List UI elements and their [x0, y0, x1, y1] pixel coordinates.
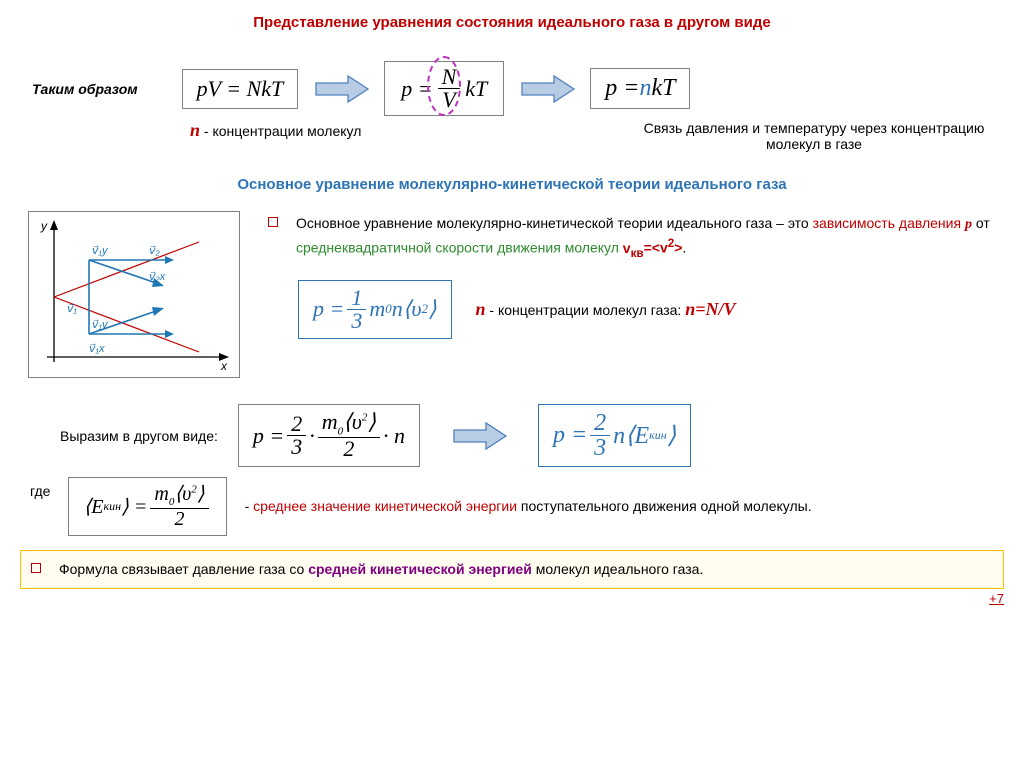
link-pressure-temp: Связь давления и температуру через конце…	[634, 120, 994, 152]
n-sym2: n	[476, 299, 486, 319]
ekin-descr: - среднее значение кинетической энергии …	[245, 496, 812, 517]
eq2-den: V	[438, 89, 459, 111]
svg-text:v⃗₁y: v⃗₁y	[92, 319, 109, 331]
equation-ekin-def: ⟨Eкин⟩ = m0⟨υ2⟩2	[68, 477, 226, 536]
express-label: Выразим в другом виде:	[60, 428, 218, 444]
equation-p-23-detailed: p = 23 · m0⟨υ2⟩2 · n	[238, 404, 420, 467]
t5: среднеквадратичной скорости движения мол…	[296, 240, 623, 256]
equation-pv-nkt: pV = NkT	[182, 69, 299, 109]
section-mkt-title: Основное уравнение молекулярно-кинетичес…	[20, 176, 1004, 193]
page-footer: +7	[20, 591, 1004, 606]
arrow-icon	[450, 419, 508, 453]
b3: молекул идеального газа.	[532, 561, 704, 577]
svg-text:v⃗₁y: v⃗₁y	[92, 245, 109, 257]
arrow-icon	[312, 72, 370, 106]
svg-text:v⃗₁x: v⃗₁x	[89, 343, 105, 355]
eq1-text: pV = NkT	[197, 76, 284, 102]
equation-p-23-ekin: p = 23 n⟨Eкин⟩	[538, 404, 691, 467]
b2: средней кинетической энергией	[308, 561, 532, 577]
eq2-left: p =	[401, 76, 432, 102]
eq2-num: N	[438, 66, 461, 89]
bullet-text: Основное уравнение молекулярно-кинетичес…	[296, 213, 1004, 262]
ek3: поступательного движения одной молекулы.	[517, 498, 812, 514]
svg-text:x: x	[220, 359, 228, 373]
arrow-icon	[518, 72, 576, 106]
t6: кв	[631, 246, 644, 259]
bullet-icon	[268, 217, 278, 227]
equation-p-nv-kt: p = N V kT	[384, 61, 504, 116]
bullet-definition: Основное уравнение молекулярно-кинетичес…	[268, 213, 1004, 262]
n-eq-nv: n=N/V	[685, 299, 735, 319]
svg-text:v⃗₂x: v⃗₂x	[149, 271, 166, 283]
velocity-vector-diagram: y x v⃗₁y v⃗₂ v⃗₂x v⃗₁ v⃗₁y v⃗₁x	[28, 211, 240, 378]
t2: зависимость давления	[813, 215, 965, 231]
gde-label: где	[30, 483, 50, 499]
takim-label: Таким образом	[32, 81, 138, 97]
n-text: - концентрации молекул	[200, 123, 361, 139]
page-title: Представление уравнения состояния идеаль…	[20, 14, 1004, 31]
n-gas-text: - концентрации молекул газа:	[486, 302, 686, 318]
bullet-icon	[31, 563, 41, 573]
n-symbol: n	[190, 120, 200, 140]
svg-text:y: y	[40, 219, 48, 233]
t1: Основное уравнение молекулярно-кинетичес…	[296, 215, 813, 231]
b1: Формула связывает давление газа со	[59, 561, 308, 577]
sub-row: n - концентрации молекул Связь давления …	[20, 120, 1004, 152]
t10: .	[682, 240, 686, 256]
svg-text:v⃗₂: v⃗₂	[149, 245, 161, 257]
equation-mkt-main: p = 13 m0n⟨υ2⟩	[298, 280, 452, 339]
t3: p	[965, 217, 972, 232]
eq2-right: kT	[465, 76, 487, 102]
svg-text:v⃗₁: v⃗₁	[67, 303, 78, 315]
n-concentration-label: n - концентрации молекул	[190, 120, 361, 152]
t7: =<v	[644, 240, 668, 256]
summary-box: Формула связывает давление газа со средн…	[20, 550, 1004, 589]
n-gas-label: n - концентрации молекул газа: n=N/V	[476, 299, 736, 320]
ek2: среднее значение кинетической энергии	[253, 498, 517, 514]
t4: от	[972, 215, 990, 231]
summary-text: Формула связывает давление газа со средн…	[59, 559, 703, 580]
ek1: -	[245, 498, 254, 514]
equation-row-1: Таким образом pV = NkT p = N V kT p = nk…	[20, 61, 1004, 116]
equation-p-nkt: p = nkT	[590, 68, 690, 109]
footer-plus: +7	[989, 591, 1004, 606]
